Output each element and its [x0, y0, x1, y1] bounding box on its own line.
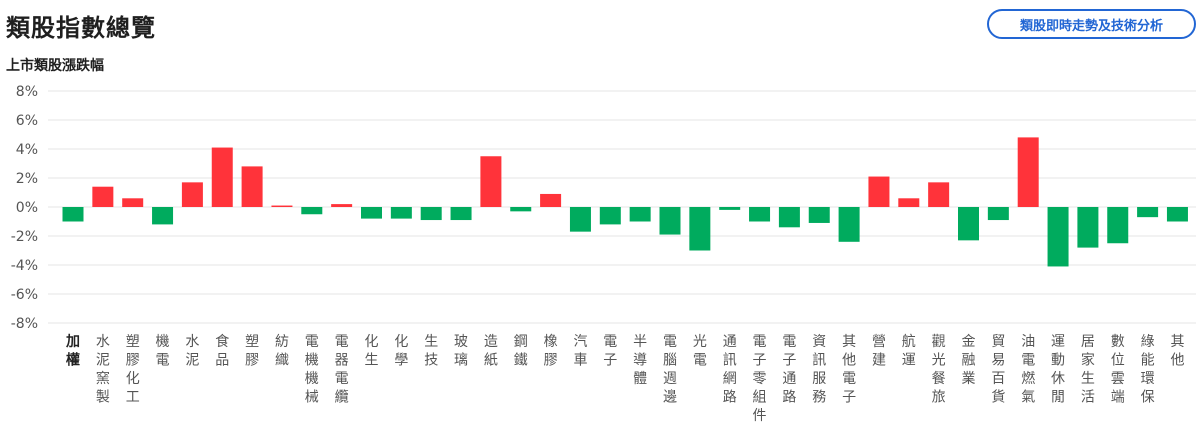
x-category-label: 塑膠化工 [126, 334, 140, 406]
bar-運動休閒[interactable] [1047, 207, 1069, 267]
bar-電機機械[interactable] [301, 207, 323, 215]
bar-電子通路[interactable] [778, 207, 800, 228]
bar-水泥[interactable] [181, 182, 203, 207]
x-category-label: 造紙 [484, 334, 498, 369]
page-title: 類股指數總覽 [6, 14, 156, 42]
x-category-label: 油電燃氣 [1021, 334, 1035, 406]
y-tick-label: 8% [16, 84, 38, 100]
x-category-label: 其他電子 [842, 334, 856, 406]
bar-光電[interactable] [689, 207, 711, 251]
x-category-label: 資訊服務 [812, 334, 826, 406]
bar-油電燃氣[interactable] [1017, 137, 1039, 207]
x-category-label: 水泥窯製 [96, 334, 110, 406]
bar-塑膠[interactable] [241, 166, 263, 207]
x-category-label: 航運 [902, 334, 916, 369]
y-tick-label: 0% [16, 200, 38, 216]
x-category-label: 貿易百貨 [991, 334, 1005, 406]
bar-汽車[interactable] [569, 207, 591, 232]
bar-電器電纜[interactable] [331, 204, 353, 207]
bar-玻璃[interactable] [450, 207, 472, 221]
bar-電腦週邊[interactable] [659, 207, 681, 235]
bar-橡膠[interactable] [540, 193, 562, 207]
x-category-label: 鋼鐵 [514, 334, 528, 369]
bar-貿易百貨[interactable] [987, 207, 1009, 221]
bar-造紙[interactable] [480, 156, 502, 207]
y-tick-label: 6% [16, 113, 38, 129]
x-category-label: 電子通路 [782, 334, 796, 406]
bar-電子零組件[interactable] [749, 207, 771, 222]
chart-title: 上市類股漲跌幅 [6, 58, 104, 74]
y-tick-label: 2% [16, 171, 38, 187]
bar-其他[interactable] [1166, 207, 1188, 222]
x-category-label: 電子 [603, 334, 617, 369]
x-category-label: 加權 [65, 334, 80, 369]
bar-鋼鐵[interactable] [510, 207, 532, 212]
x-category-label: 水泥 [185, 334, 199, 369]
bar-觀光餐旅[interactable] [928, 182, 950, 207]
x-category-label: 金融業 [962, 334, 976, 387]
bar-機電[interactable] [152, 207, 174, 225]
bar-居家生活[interactable] [1077, 207, 1099, 248]
y-tick-label: -8% [11, 316, 38, 332]
x-category-label: 觀光餐旅 [932, 334, 946, 406]
bar-半導體[interactable] [629, 207, 651, 222]
x-category-label: 生技 [424, 334, 438, 369]
bar-綠能環保[interactable] [1137, 207, 1159, 218]
x-category-label: 電機機械 [305, 334, 319, 406]
x-category-label: 電子零組件 [753, 334, 767, 424]
bar-水泥窯製[interactable] [92, 186, 114, 207]
y-tick-label: -2% [11, 229, 38, 245]
bar-其他電子[interactable] [838, 207, 860, 242]
x-category-label: 汽車 [573, 334, 587, 369]
bar-通訊網路[interactable] [719, 207, 741, 210]
bar-金融業[interactable] [958, 207, 979, 241]
x-category-label: 運動休閒 [1051, 334, 1065, 406]
x-category-label: 機電 [156, 334, 170, 369]
y-tick-label: -4% [11, 258, 38, 274]
x-category-label: 化生 [365, 334, 379, 369]
bar-營建[interactable] [868, 176, 890, 207]
x-category-label: 食品 [215, 333, 229, 369]
x-category-label: 其他 [1170, 334, 1184, 369]
bar-數位雲端[interactable] [1107, 207, 1129, 244]
bar-化學[interactable] [390, 207, 412, 219]
x-category-label: 數位雲端 [1111, 334, 1125, 406]
bar-塑膠化工[interactable] [122, 198, 144, 207]
bar-電子[interactable] [599, 207, 621, 225]
bar-資訊服務[interactable] [808, 207, 830, 223]
x-category-label: 光電 [693, 334, 707, 369]
x-category-label: 化學 [394, 334, 408, 369]
bar-加權[interactable] [62, 207, 84, 222]
x-category-label: 綠能環保 [1141, 334, 1155, 406]
x-category-label: 半導體 [633, 334, 647, 387]
x-category-label: 塑膠 [245, 334, 259, 369]
y-tick-label: -6% [11, 287, 38, 303]
bar-航運[interactable] [898, 198, 920, 207]
x-category-label: 紡織 [275, 334, 289, 369]
bar-化生[interactable] [361, 207, 382, 219]
sector-analysis-button[interactable]: 類股即時走勢及技術分析 [987, 9, 1196, 39]
x-category-label: 玻璃 [454, 334, 468, 369]
bar-生技[interactable] [420, 207, 442, 221]
x-category-label: 營建 [872, 334, 886, 369]
x-category-label: 電腦週邊 [663, 334, 677, 406]
x-category-label: 電器電纜 [335, 334, 349, 406]
x-category-label: 通訊網路 [723, 334, 737, 406]
bar-紡織[interactable] [271, 205, 293, 207]
x-category-label: 橡膠 [544, 334, 558, 369]
x-category-label: 居家生活 [1081, 334, 1095, 406]
bar-食品[interactable] [211, 147, 233, 207]
y-tick-label: 4% [16, 142, 38, 158]
